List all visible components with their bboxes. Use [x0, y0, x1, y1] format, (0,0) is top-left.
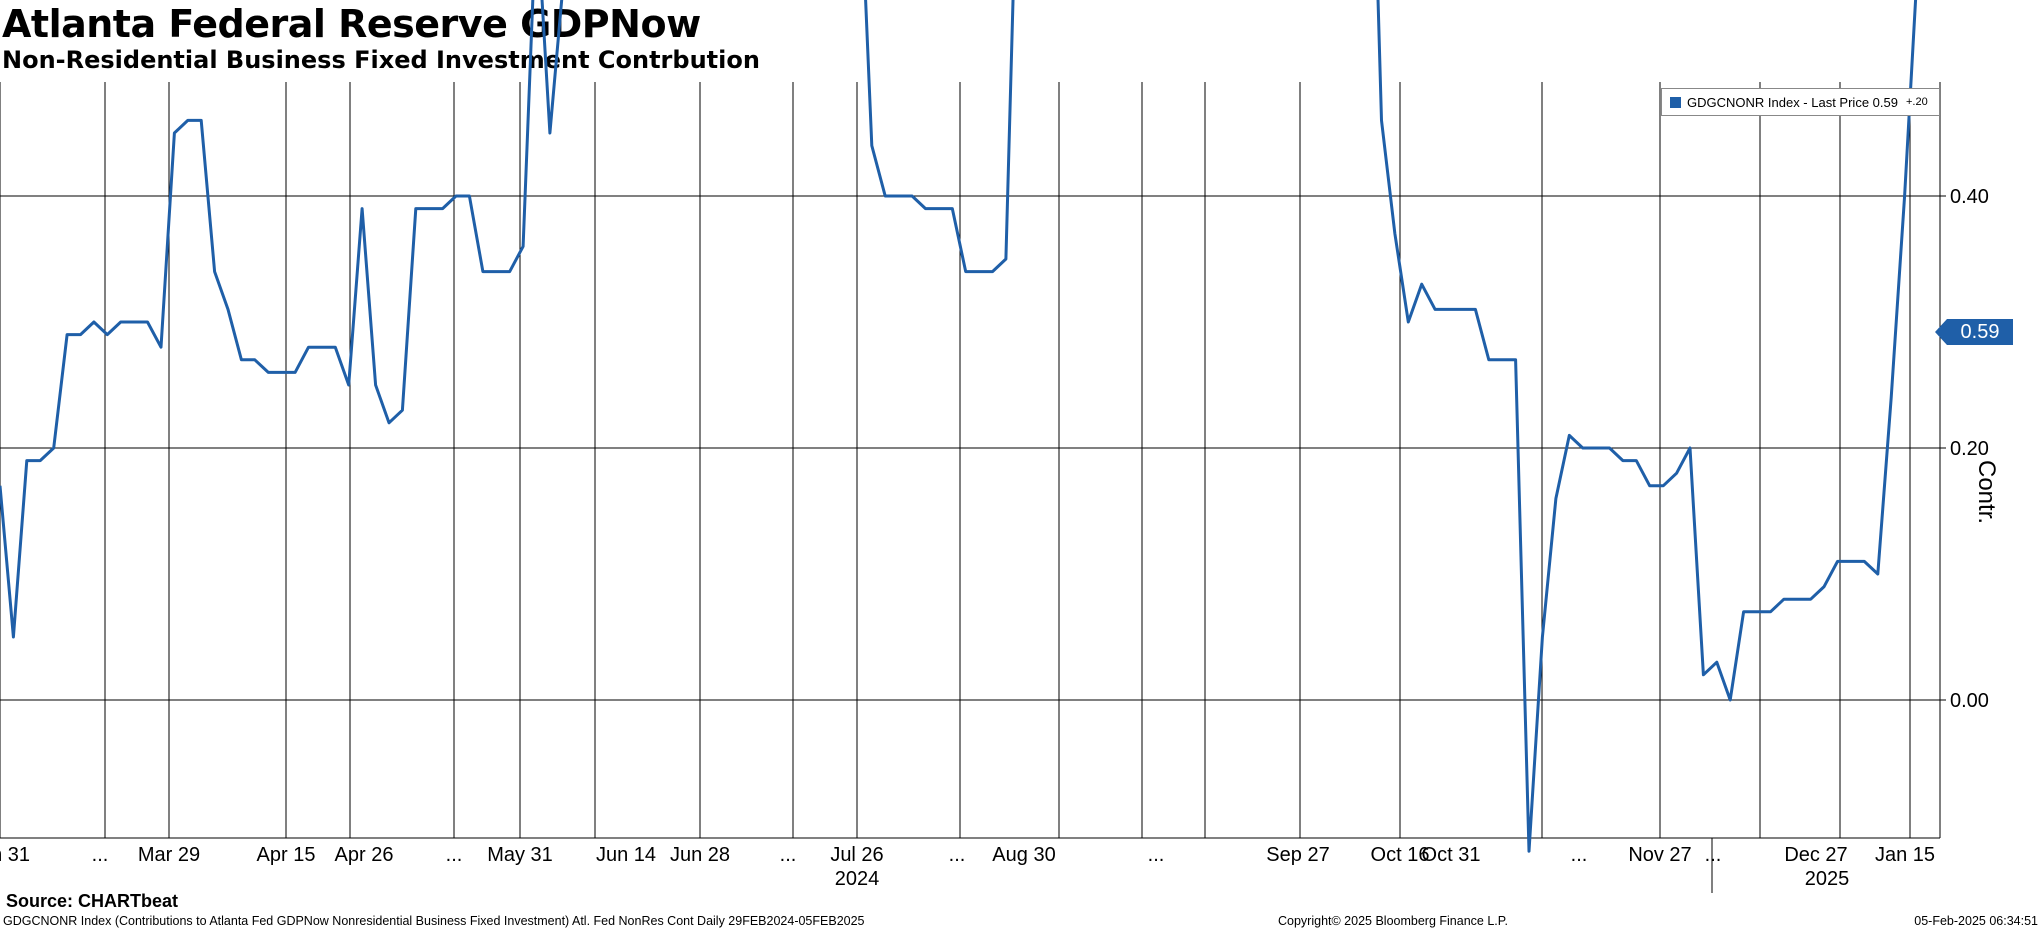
x-tick-label: ... — [780, 844, 797, 866]
source-label: Source: CHARTbeat — [6, 891, 179, 911]
x-tick-label: Oct 31 — [1422, 844, 1481, 866]
x-tick-label: Apr 15 — [257, 844, 316, 866]
x-tick-label: ... — [1705, 844, 1722, 866]
last-value-tag: 0.59 — [1935, 319, 2013, 345]
x-tick-label: Apr 26 — [335, 844, 394, 866]
series-line-gdgcnonr — [0, 0, 1918, 853]
year-label: 2024 — [835, 868, 880, 890]
year-label: 2025 — [1805, 868, 1850, 890]
x-tick-label: Jun 14 — [596, 844, 656, 866]
chart-subtitle: Non-Residential Business Fixed Investmen… — [2, 46, 760, 74]
x-tick-label: Jul 26 — [830, 844, 883, 866]
legend: GDGCNONR Index - Last Price 0.59 +.20 — [1661, 88, 1940, 116]
timestamp: 05-Feb-2025 06:34:51 — [1914, 914, 2038, 928]
legend-series-label: GDGCNONR Index - Last Price 0.59 — [1687, 94, 1898, 110]
x-tick-label: ... — [949, 844, 966, 866]
y-tick-label: 0.40 — [1950, 186, 1989, 208]
legend-change-label: +.20 — [1905, 96, 1928, 108]
series-description: GDGCNONR Index (Contributions to Atlanta… — [3, 914, 865, 928]
x-tick-label: Jun 28 — [670, 844, 730, 866]
legend-swatch — [1670, 96, 1681, 108]
x-tick-label: May 31 — [487, 844, 553, 866]
y-tick-label: 0.00 — [1950, 690, 1989, 712]
x-tick-label: Nov 27 — [1628, 844, 1691, 866]
x-tick-label: Dec 27 — [1784, 844, 1847, 866]
x-tick-label: ... — [1571, 844, 1588, 866]
x-tick-label: Jan 31 — [0, 844, 30, 866]
x-tick-label: ... — [92, 844, 109, 866]
y-axis-label: Contr. — [1973, 460, 2000, 525]
x-tick-label: Jan 15 — [1875, 844, 1935, 866]
chart-title: Atlanta Federal Reserve GDPNow — [2, 2, 701, 46]
x-tick-label: Mar 29 — [138, 844, 200, 866]
x-tick-label: ... — [1148, 844, 1165, 866]
copyright: Copyright© 2025 Bloomberg Finance L.P. — [1278, 914, 1508, 928]
y-tick-label: 0.20 — [1950, 438, 1989, 460]
x-tick-label: Oct 16 — [1371, 844, 1430, 866]
x-tick-label: Aug 30 — [992, 844, 1055, 866]
x-tick-label: Sep 27 — [1266, 844, 1329, 866]
x-tick-label: ... — [446, 844, 463, 866]
